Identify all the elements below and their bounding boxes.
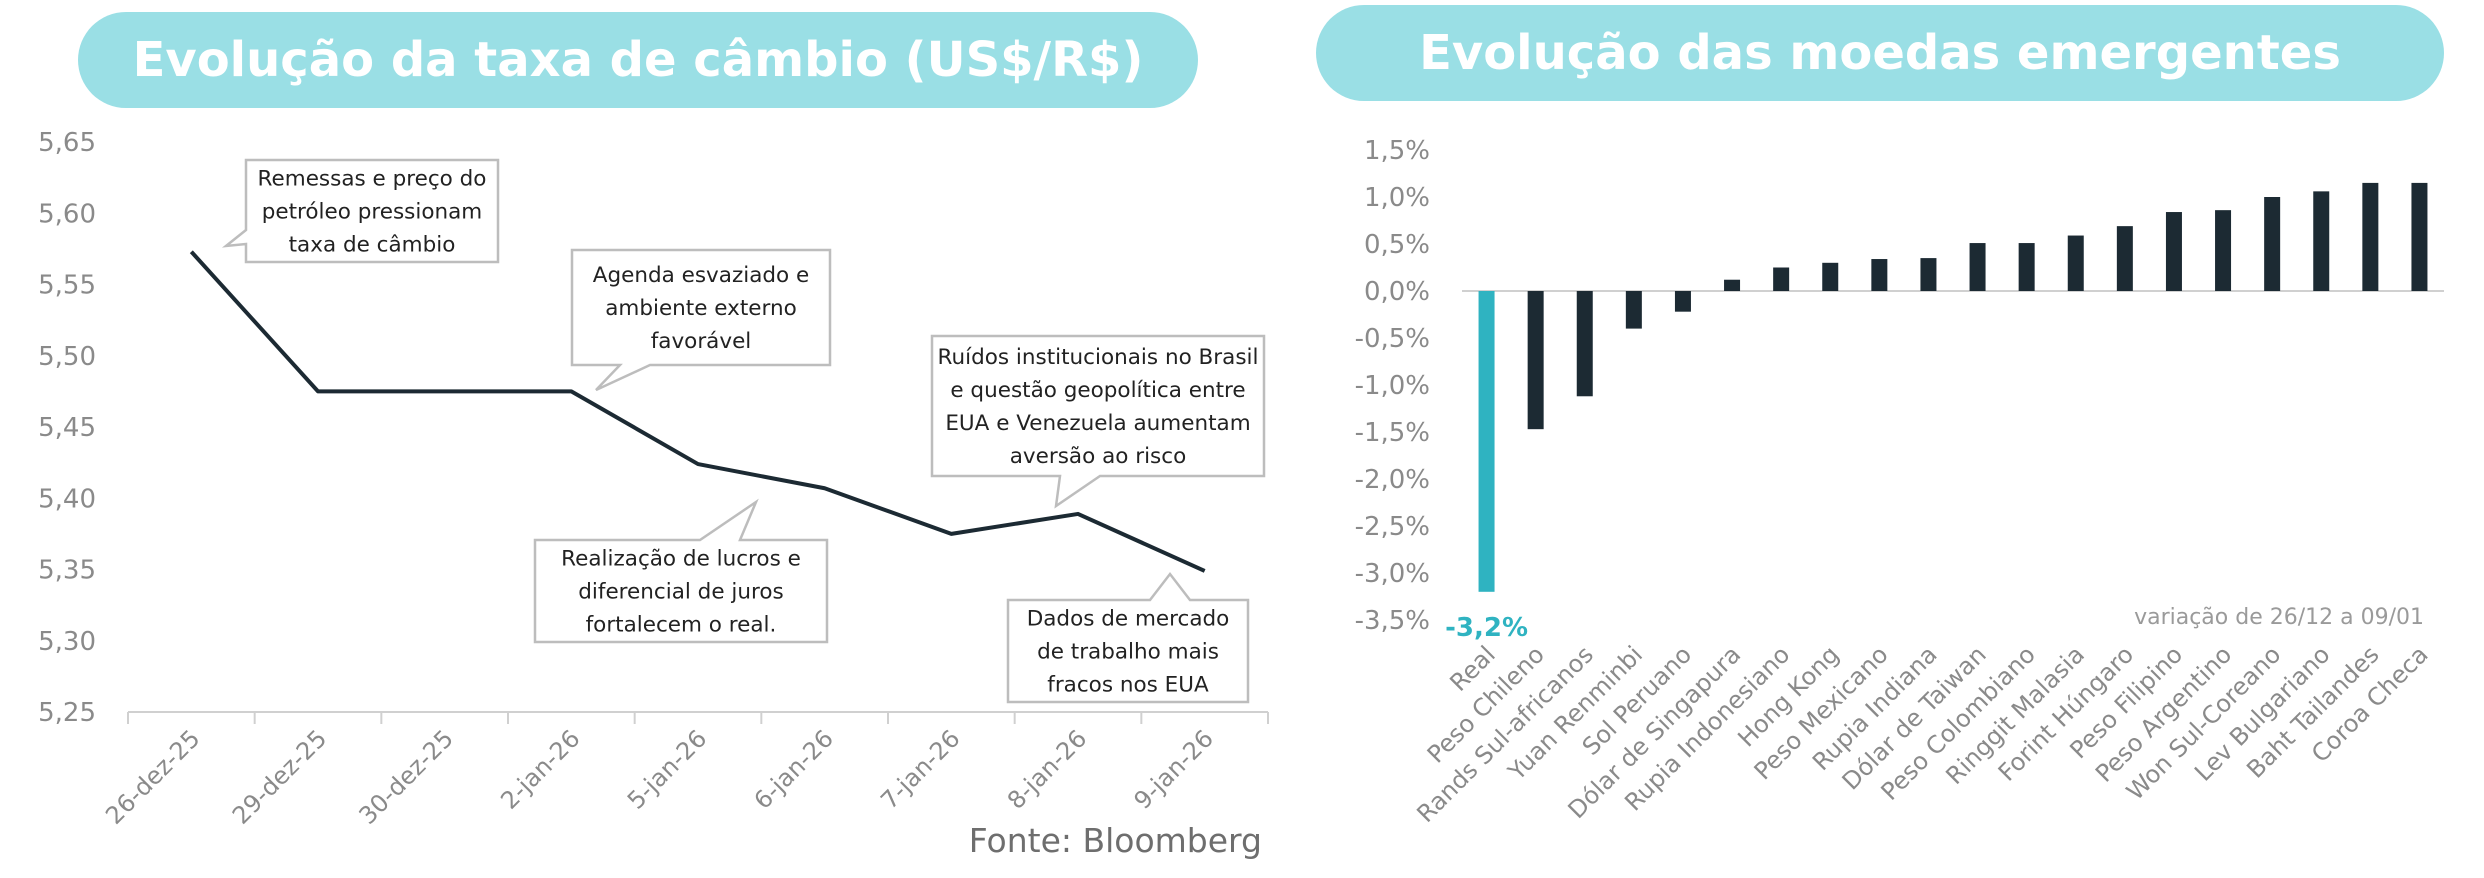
currency-bar <box>1920 258 1937 291</box>
annotation-text: diferencial de juros <box>578 580 783 605</box>
y-tick-label: 5,60 <box>38 199 96 229</box>
annotation-callout-box <box>1006 571 1250 704</box>
source-label: Fonte: Bloomberg <box>969 821 1262 860</box>
y-tick-label: 1,5% <box>1364 136 1430 166</box>
currency-bar <box>2313 191 2330 291</box>
currency-bar <box>1527 291 1544 430</box>
x-tick-label: 7-jan-26 <box>875 724 965 814</box>
annotation-text: ambiente externo <box>605 296 797 321</box>
highlight-bar <box>1478 291 1495 592</box>
annotation-text: favorável <box>651 329 752 354</box>
currency-bar <box>2018 243 2035 291</box>
currency-bar <box>1969 243 1986 291</box>
currency-bar <box>1576 291 1593 397</box>
currency-bar <box>1871 259 1888 291</box>
annotation-text: de trabalho mais <box>1037 640 1219 665</box>
y-tick-label: -1,5% <box>1355 418 1430 448</box>
annotation-callout-box <box>221 158 500 264</box>
annotation-text: Agenda esvaziado e <box>593 263 810 288</box>
y-tick-label: -2,0% <box>1355 465 1430 495</box>
y-tick-label: 0,5% <box>1364 230 1430 260</box>
currency-bar <box>1822 262 1839 291</box>
currency-bar <box>2264 197 2281 291</box>
currency-bar <box>2215 210 2232 291</box>
y-tick-label: 5,30 <box>38 627 96 657</box>
emerging-currencies-chart-title: Evolução das moedas emergentes <box>1316 5 2444 101</box>
annotation-text: EUA e Venezuela aumentam <box>945 411 1250 436</box>
annotation-text: taxa de câmbio <box>289 233 456 258</box>
annotation-callout-box <box>533 498 829 644</box>
annotation-text: e questão geopolítica entre <box>950 378 1245 403</box>
y-tick-label: 5,55 <box>38 271 96 301</box>
y-tick-label: 5,35 <box>38 556 96 586</box>
currency-bar <box>1773 267 1790 291</box>
y-tick-label: 5,40 <box>38 484 96 514</box>
x-tick-label: 5-jan-26 <box>622 724 712 814</box>
y-tick-label: -3,5% <box>1355 606 1430 636</box>
x-tick-label: 6-jan-26 <box>749 724 839 814</box>
annotation-text: petróleo pressionam <box>262 200 483 225</box>
y-tick-label: -0,5% <box>1355 324 1430 354</box>
annotation-text: Dados de mercado <box>1027 607 1230 632</box>
x-tick-label: 9-jan-26 <box>1129 724 1219 814</box>
annotation-text: Realização de lucros e <box>561 547 801 572</box>
annotation-text: Remessas e preço do <box>258 167 487 192</box>
y-tick-label: -2,5% <box>1355 512 1430 542</box>
x-tick-label: 29-dez-25 <box>227 724 332 829</box>
y-tick-label: 0,0% <box>1364 277 1430 307</box>
y-tick-label: 5,65 <box>38 128 96 158</box>
exchange-rate-chart-title: Evolução da taxa de câmbio (US$/R$) <box>78 12 1198 108</box>
annotation-text: aversão ao risco <box>1010 444 1186 469</box>
y-tick-label: 5,45 <box>38 413 96 443</box>
currency-bar <box>2411 182 2428 291</box>
currency-bar <box>2362 182 2379 291</box>
y-tick-label: 5,50 <box>38 342 96 372</box>
annotation-callout-box <box>570 248 832 392</box>
annotation-text: fracos nos EUA <box>1047 673 1209 698</box>
annotation-text: Ruídos institucionais no Brasil <box>938 345 1259 370</box>
x-tick-label: 2-jan-26 <box>495 724 585 814</box>
x-tick-label: 30-dez-25 <box>354 724 459 829</box>
annotation-callout-box <box>930 334 1266 509</box>
period-note: variação de 26/12 a 09/01 <box>2134 605 2424 630</box>
y-tick-label: -3,0% <box>1355 559 1430 589</box>
y-tick-label: -1,0% <box>1355 371 1430 401</box>
currency-bar <box>1625 291 1642 329</box>
highlight-data-label: -3,2% <box>1445 613 1528 643</box>
y-tick-label: 1,0% <box>1364 183 1430 213</box>
currency-bar <box>1674 291 1691 312</box>
currency-bar <box>1724 279 1741 291</box>
currency-bar <box>2116 226 2133 291</box>
annotation-text: fortalecem o real. <box>586 613 777 638</box>
x-tick-label: 26-dez-25 <box>100 724 205 829</box>
currency-bar <box>2067 235 2084 291</box>
currency-bar <box>2165 212 2182 291</box>
x-tick-label: 8-jan-26 <box>1002 724 1092 814</box>
y-tick-label: 5,25 <box>38 698 96 728</box>
